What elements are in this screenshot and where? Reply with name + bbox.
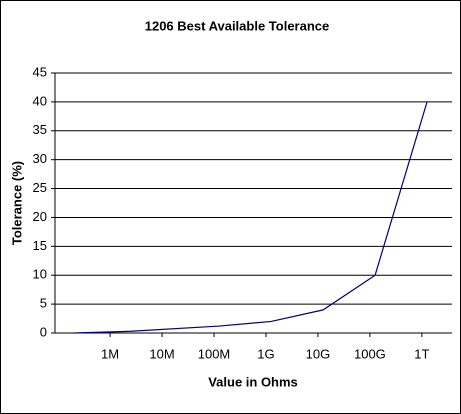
x-tick-label: 1M: [101, 346, 119, 361]
y-tick-label: 45: [33, 64, 47, 79]
x-axis-label: Value in Ohms: [208, 374, 298, 389]
y-tick-label: 20: [33, 209, 47, 224]
data-line: [73, 101, 428, 334]
chart-title: 1206 Best Available Tolerance: [145, 18, 330, 33]
y-tick-label: 25: [33, 180, 47, 195]
y-tick-label: 10: [33, 267, 47, 282]
x-tick-label: 100G: [354, 346, 386, 361]
x-tick-label: 1T: [414, 346, 429, 361]
x-tick-label: 10M: [149, 346, 174, 361]
x-tick-label: 100M: [198, 346, 231, 361]
y-tick-label: 0: [40, 324, 47, 339]
y-tick-label: 40: [33, 93, 47, 108]
y-tick-label: 5: [40, 296, 47, 311]
x-tick-label: 10G: [306, 346, 331, 361]
x-tick-label: 1G: [257, 346, 274, 361]
y-tick-label: 30: [33, 151, 47, 166]
y-tick-label: 35: [33, 122, 47, 137]
y-axis-label: Tolerance (%): [9, 161, 24, 245]
y-tick-label: 15: [33, 238, 47, 253]
